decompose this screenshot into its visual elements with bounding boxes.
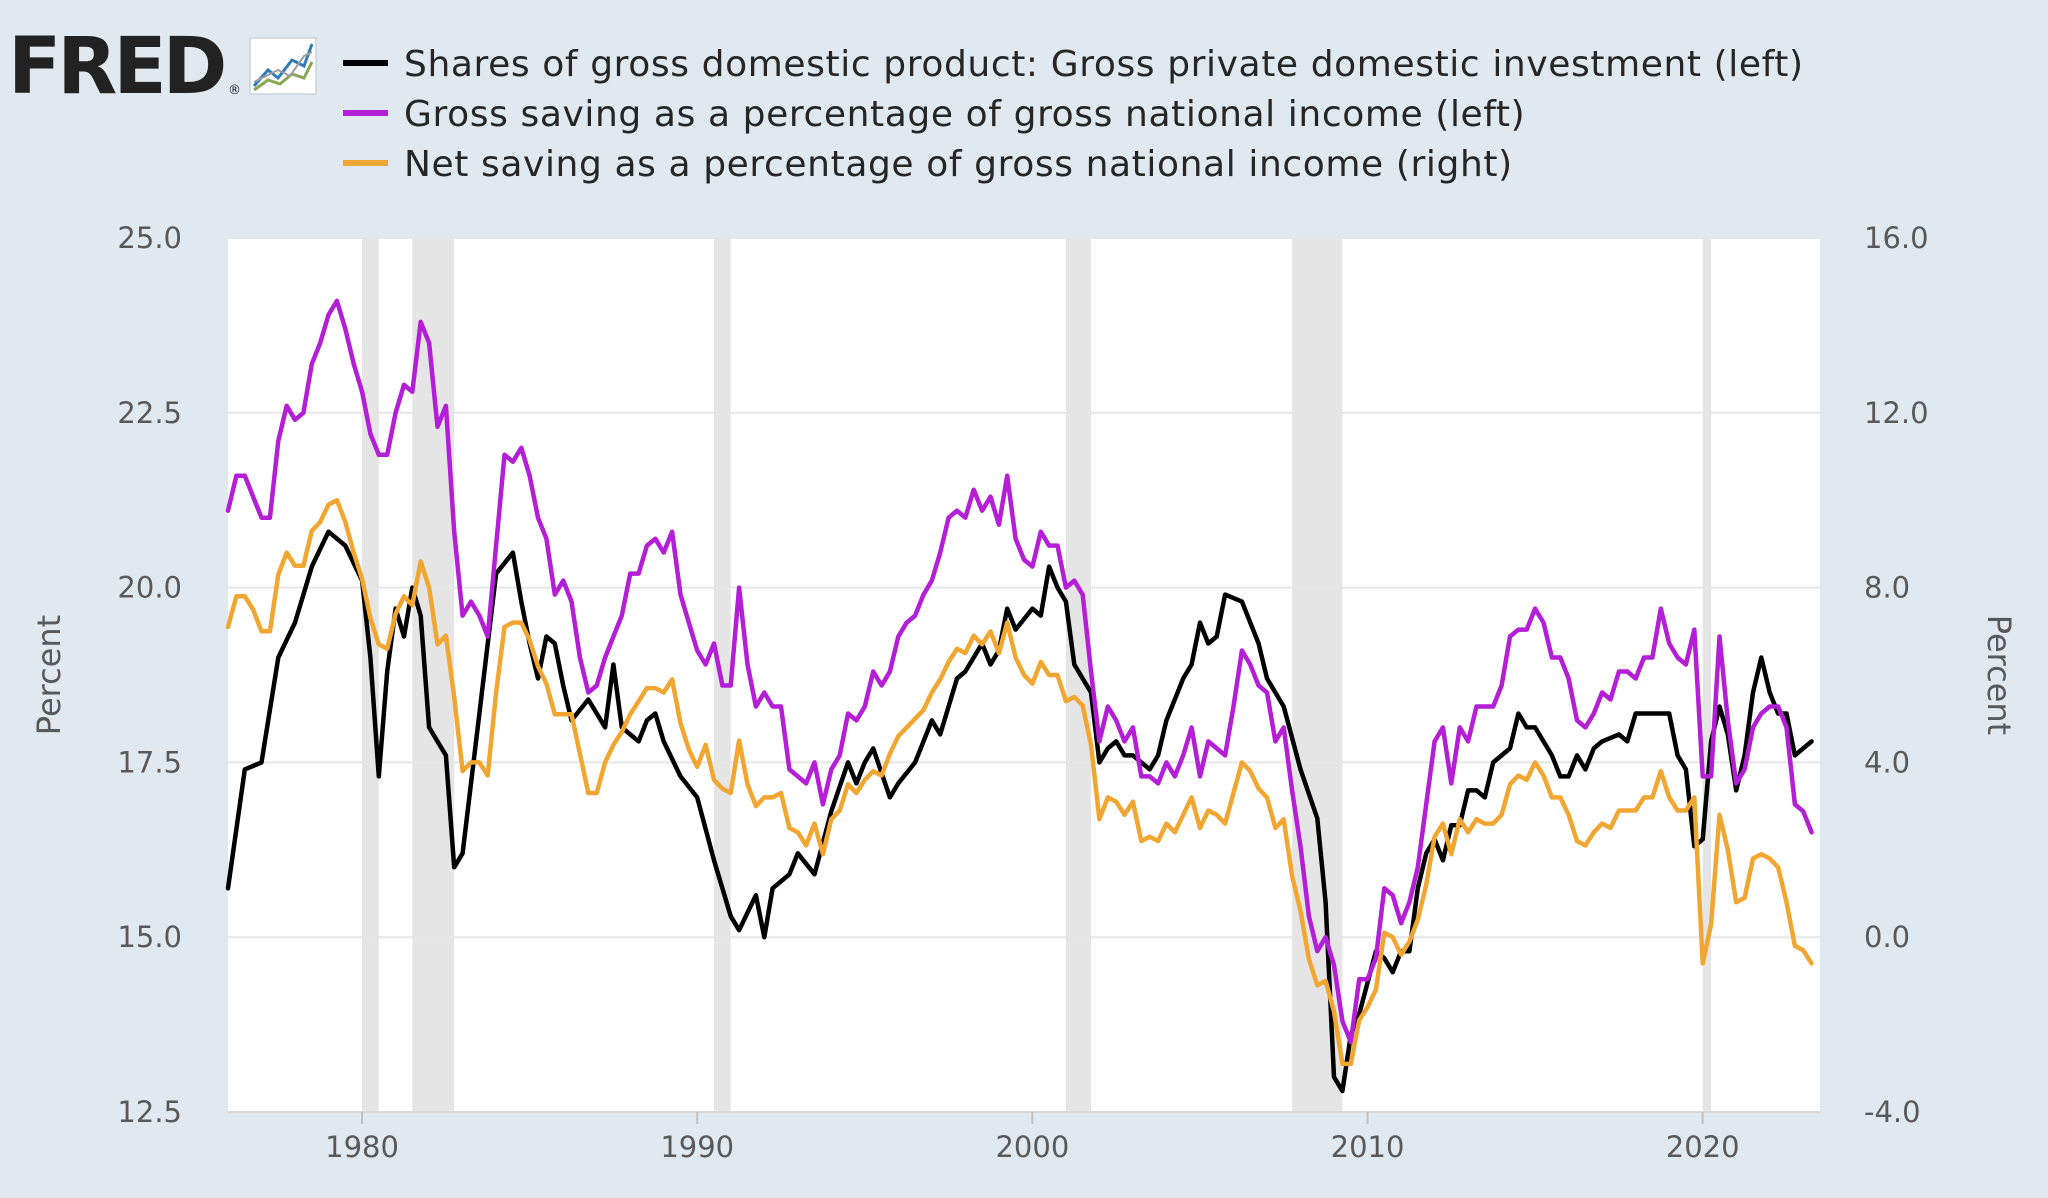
y-left-tick-label: 12.5 bbox=[117, 1095, 182, 1129]
y-left-tick-label: 25.0 bbox=[117, 221, 182, 255]
x-axis: 1980 1990 2000 2010 2020 bbox=[228, 1111, 1820, 1164]
recession-band-5 bbox=[1702, 238, 1712, 1112]
y-axis-left-title: Percent bbox=[30, 615, 68, 735]
y-axis-left: 12.5 15.0 17.5 20.0 22.5 25.0 bbox=[117, 221, 182, 1129]
legend-label-gross-saving: Gross saving as a percentage of gross na… bbox=[404, 94, 1525, 135]
legend-item-gross-saving[interactable]: Gross saving as a percentage of gross na… bbox=[343, 94, 1525, 135]
legend-label-net-saving: Net saving as a percentage of gross nati… bbox=[404, 144, 1513, 185]
y-right-tick-label: 12.0 bbox=[1864, 396, 1929, 430]
x-tick-label: 1990 bbox=[660, 1130, 734, 1164]
y-right-tick-label: -4.0 bbox=[1864, 1095, 1921, 1129]
fred-logo[interactable]: FRED ® bbox=[8, 22, 317, 112]
y-right-tick-label: 4.0 bbox=[1864, 745, 1910, 779]
x-tick-label: 2020 bbox=[1666, 1130, 1740, 1164]
legend-label-investment: Shares of gross domestic product: Gross … bbox=[404, 44, 1804, 85]
y-left-tick-label: 22.5 bbox=[117, 396, 182, 430]
x-tick-label: 1980 bbox=[325, 1130, 399, 1164]
y-left-tick-label: 17.5 bbox=[117, 745, 182, 779]
series-line-net-saving bbox=[225, 497, 1814, 1067]
x-tick-label: 2010 bbox=[1331, 1130, 1405, 1164]
y-axis-right-title: Percent bbox=[1980, 615, 2018, 735]
series-line-investment bbox=[225, 529, 1814, 1094]
x-tick-label: 2000 bbox=[995, 1130, 1069, 1164]
legend-item-net-saving[interactable]: Net saving as a percentage of gross nati… bbox=[343, 144, 1513, 185]
y-right-tick-label: 16.0 bbox=[1864, 221, 1929, 255]
y-axis-right: -4.0 0.0 4.0 8.0 12.0 16.0 bbox=[1864, 221, 1929, 1129]
y-left-tick-label: 20.0 bbox=[117, 571, 182, 605]
legend-item-investment[interactable]: Shares of gross domestic product: Gross … bbox=[343, 44, 1804, 85]
series-line-gross-saving bbox=[225, 298, 1814, 1045]
trend-lines-icon bbox=[249, 37, 317, 95]
y-right-tick-label: 0.0 bbox=[1864, 920, 1910, 954]
registered-mark: ® bbox=[228, 83, 241, 98]
fred-logo-text: FRED bbox=[8, 22, 224, 112]
series-lines bbox=[225, 298, 1814, 1094]
y-right-tick-label: 8.0 bbox=[1864, 571, 1910, 605]
legend: Shares of gross domestic product: Gross … bbox=[343, 44, 1804, 185]
y-left-tick-label: 15.0 bbox=[117, 920, 182, 954]
